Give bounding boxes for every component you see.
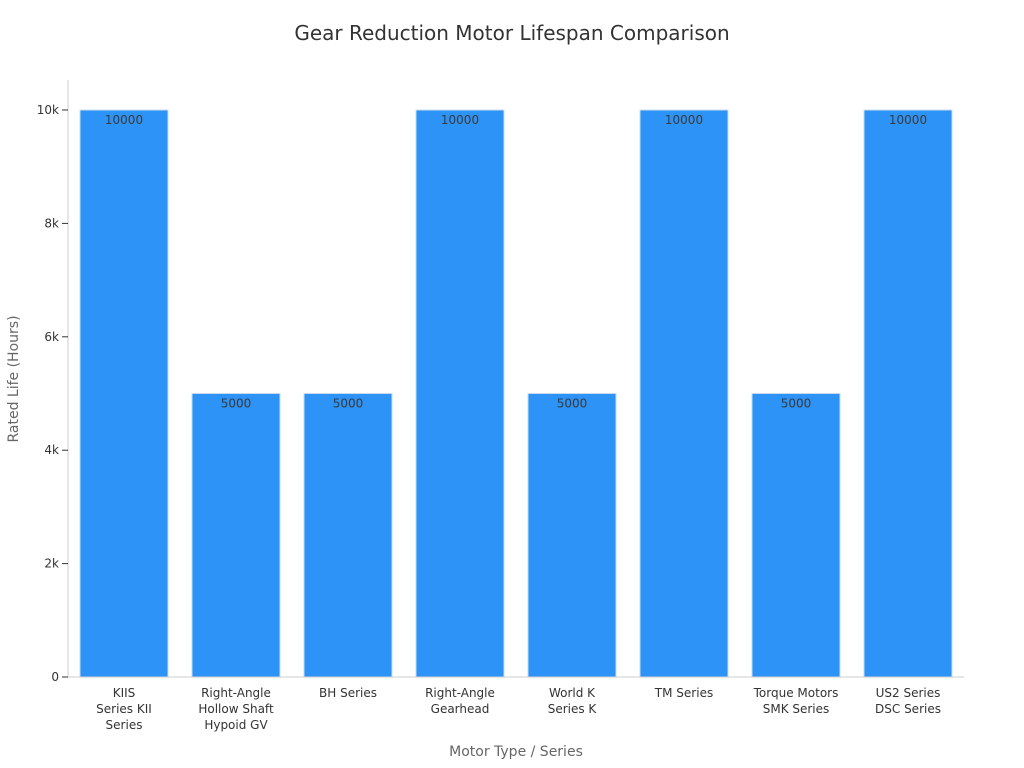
bar-4 bbox=[527, 393, 617, 678]
data-label-7: 10000 bbox=[889, 113, 927, 127]
x-tick-label-3: Right-Angle Gearhead bbox=[425, 686, 495, 716]
x-tick-label-1: Right-Angle Hollow Shaft Hypoid GV bbox=[198, 686, 274, 732]
data-label-2: 5000 bbox=[333, 397, 364, 411]
x-tick-label-2: BH Series bbox=[319, 686, 377, 700]
x-tick-label-7: US2 Series DSC Series bbox=[875, 686, 941, 716]
y-tick-label-1: 2k bbox=[44, 557, 59, 571]
data-label-1: 5000 bbox=[221, 397, 252, 411]
x-tick-label-5: TM Series bbox=[654, 686, 713, 700]
x-axis-title: Motor Type / Series bbox=[449, 744, 583, 760]
bar-0 bbox=[79, 109, 169, 678]
bar-1 bbox=[191, 393, 281, 678]
data-label-0: 10000 bbox=[105, 113, 143, 127]
x-tick-label-0: KIIS Series KII Series bbox=[96, 686, 152, 732]
data-label-5: 10000 bbox=[665, 113, 703, 127]
x-tick-labels: KIIS Series KII Series Right-Angle Hollow Sh… bbox=[96, 686, 941, 732]
bar-2 bbox=[303, 393, 393, 678]
y-axis-title: Rated Life (Hours) bbox=[6, 315, 22, 442]
chart-title: Gear Reduction Motor Lifespan Comparison bbox=[294, 21, 729, 45]
bar-5 bbox=[639, 109, 729, 678]
y-tick-label-5: 10k bbox=[37, 103, 59, 117]
y-ticks: 0 2k 4k 6k 8k 10k bbox=[37, 103, 68, 684]
y-tick-label-3: 6k bbox=[44, 330, 59, 344]
x-tick-label-6: Torque Motors SMK Series bbox=[753, 686, 839, 716]
y-tick-label-0: 0 bbox=[51, 670, 59, 684]
axes-layer bbox=[67, 80, 964, 678]
bar-7 bbox=[863, 109, 953, 678]
bars-layer: 10000 5000 5000 10000 5000 10000 5000 10000 bbox=[79, 109, 953, 678]
y-tick-label-4: 8k bbox=[44, 216, 59, 230]
data-label-4: 5000 bbox=[557, 397, 588, 411]
y-tick-label-2: 4k bbox=[44, 443, 59, 457]
data-label-3: 10000 bbox=[441, 113, 479, 127]
bar-3 bbox=[415, 109, 505, 678]
bar-6 bbox=[751, 393, 841, 678]
x-tick-label-4: World K Series K bbox=[548, 686, 598, 716]
data-label-6: 5000 bbox=[781, 397, 812, 411]
